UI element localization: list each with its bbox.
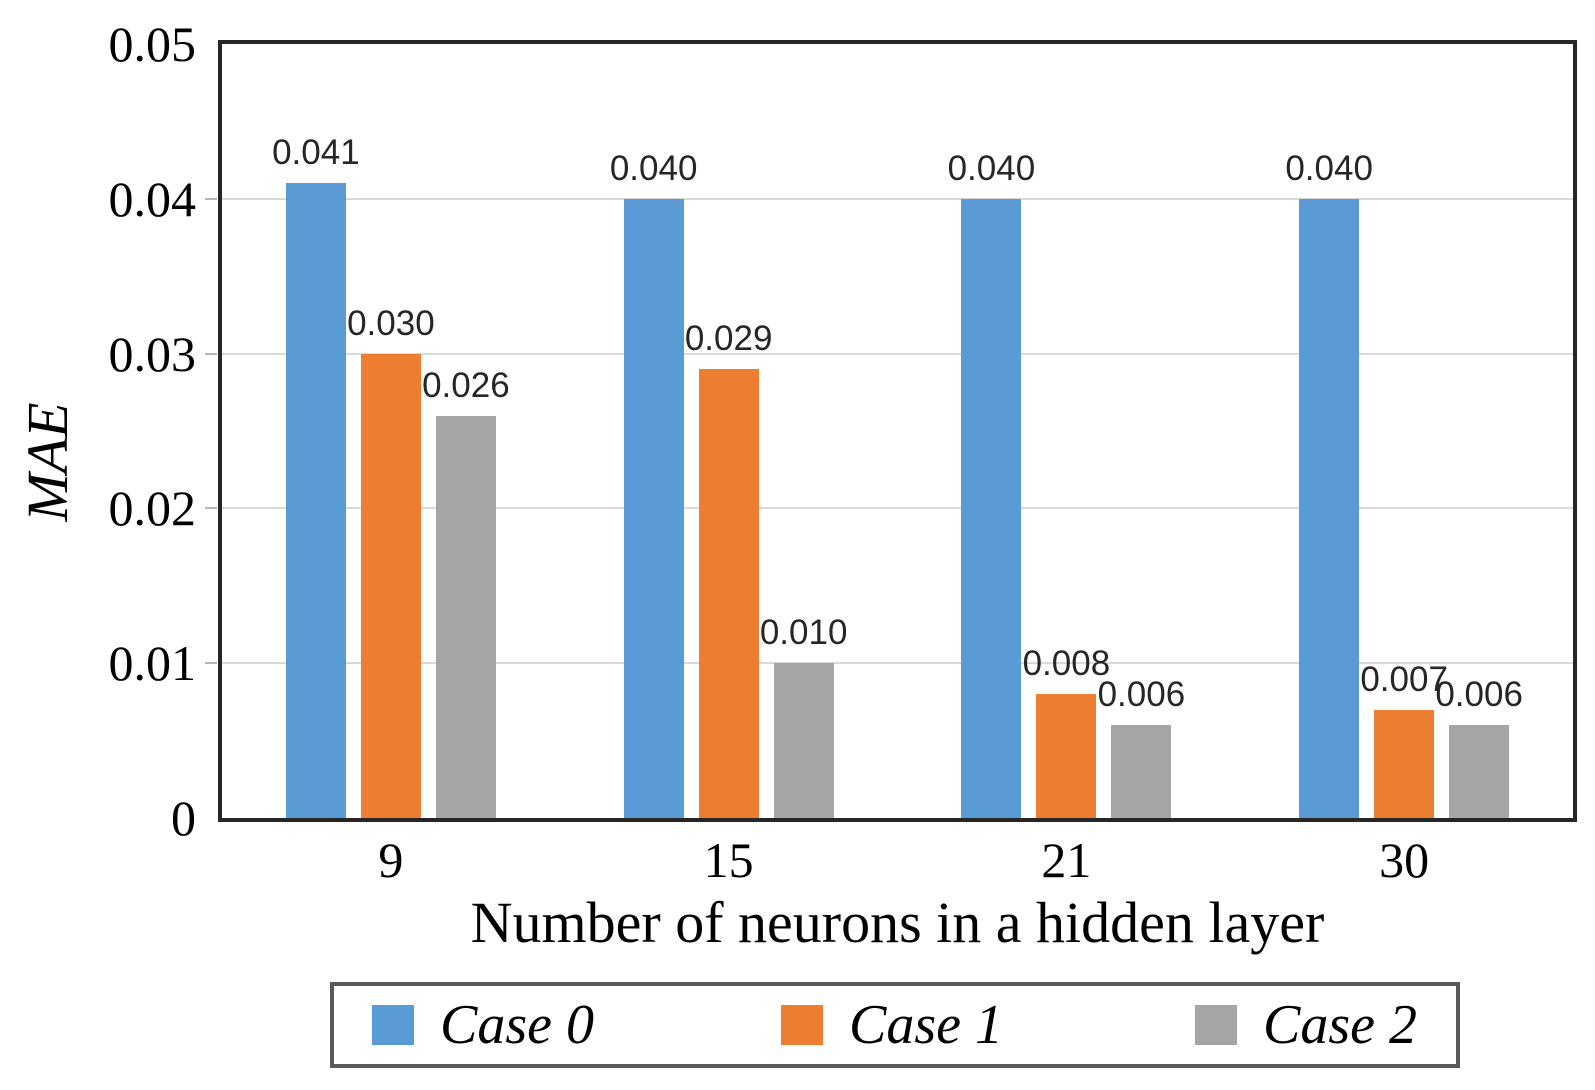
y-tick-label-0.02: 0.02 (108, 480, 197, 537)
y-tick-label-0.03: 0.03 (108, 325, 197, 382)
y-tick-mark (205, 352, 217, 355)
bar-case-0-30 (1299, 198, 1360, 818)
x-tick-label-21: 21 (1041, 832, 1092, 888)
y-tick-label-0: 0 (171, 790, 196, 846)
bar-value-label-case-0-21: 0.040 (947, 148, 1036, 188)
legend: Case 0 Case 1 Case 2 (330, 982, 1460, 1068)
bar-case-1-21 (1036, 694, 1097, 818)
bar-value-label-case-0-15: 0.040 (609, 148, 698, 188)
y-tick-label-0.04: 0.04 (108, 170, 197, 227)
bar-value-label-case-2-9: 0.026 (422, 365, 510, 405)
x-tick-label-15: 15 (703, 832, 754, 888)
legend-item-case-0: Case 0 (372, 986, 594, 1064)
legend-swatch-case-2 (1195, 1005, 1237, 1045)
y-tick-label-0.01: 0.01 (108, 635, 197, 692)
gridline (222, 352, 1573, 355)
bar-case-0-21 (961, 198, 1022, 818)
bar-case-2-9 (435, 415, 496, 818)
bar-value-label-case-0-30: 0.040 (1285, 148, 1373, 188)
bar-value-label-case-2-21: 0.006 (1097, 675, 1186, 715)
x-axis-title: Number of neurons in a hidden layer (470, 890, 1325, 955)
legend-item-case-1: Case 1 (781, 986, 1003, 1064)
y-tick-mark (205, 507, 217, 510)
legend-swatch-case-0 (372, 1005, 414, 1045)
y-tick-mark (205, 197, 217, 200)
gridline (222, 662, 1573, 665)
bar-value-label-case-1-15: 0.029 (684, 319, 773, 359)
legend-label-case-1: Case 1 (849, 994, 1003, 1056)
legend-item-case-2: Case 2 (1195, 986, 1417, 1064)
bar-case-2-21 (1111, 725, 1172, 818)
plot-area: 0.041 0.040 0.040 0.040 0.030 0.029 0.008 0.007… (218, 40, 1577, 822)
legend-swatch-case-1 (781, 1005, 823, 1045)
bar-case-1-30 (1374, 709, 1435, 818)
bar-case-1-9 (360, 353, 421, 818)
bar-value-label-case-0-9: 0.041 (272, 133, 360, 173)
bar-value-label-case-2-15: 0.010 (759, 613, 848, 653)
y-tick-mark (205, 662, 217, 665)
bar-case-0-15 (623, 198, 684, 818)
bar-value-label-case-1-9: 0.030 (347, 303, 435, 343)
x-tick-label-30: 30 (1379, 832, 1430, 888)
bar-case-0-9 (285, 183, 346, 818)
x-tick-label-9: 9 (378, 832, 404, 888)
bar-case-2-15 (773, 663, 834, 818)
bar-value-label-case-1-21: 0.008 (1022, 644, 1111, 684)
bar-case-2-30 (1449, 725, 1510, 818)
bar-value-label-case-1-30: 0.007 (1360, 659, 1448, 699)
gridline (222, 507, 1573, 510)
legend-label-case-2: Case 2 (1263, 994, 1417, 1056)
bar-value-label-case-2-30: 0.006 (1435, 675, 1523, 715)
bar-case-1-15 (698, 369, 759, 818)
legend-label-case-0: Case 0 (440, 994, 594, 1056)
gridline (222, 197, 1573, 200)
y-tick-label-0.05: 0.05 (108, 16, 197, 72)
